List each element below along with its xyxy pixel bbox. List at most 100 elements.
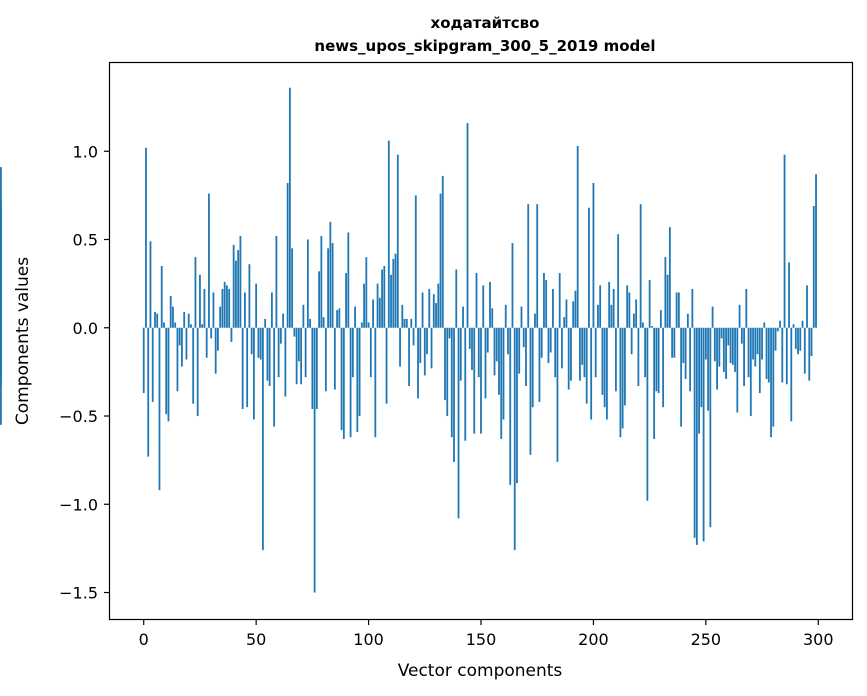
- bar-159: [500, 327, 503, 439]
- x-axis-label: Vector components: [398, 661, 563, 681]
- bar-104: [376, 283, 379, 328]
- bar-167: [518, 327, 521, 374]
- bar-96: [358, 327, 361, 417]
- bar-230: [659, 310, 662, 328]
- bar-undefined: [0, 227, 2, 328]
- bar-77: [315, 327, 318, 409]
- bar-66: [291, 248, 294, 328]
- bar-177: [540, 327, 543, 358]
- bar-8: [160, 265, 163, 328]
- bar-130: [435, 303, 437, 328]
- bar-209: [612, 288, 615, 328]
- bar-87: [338, 308, 341, 328]
- bar-67: [293, 327, 296, 337]
- bar-113: [396, 154, 399, 328]
- bar-131: [437, 283, 440, 328]
- bar-249: [702, 327, 705, 542]
- bar-176: [538, 327, 541, 402]
- bar-103: [374, 327, 377, 438]
- bar-49: [253, 327, 255, 420]
- bar-142: [462, 306, 464, 328]
- bar-11: [167, 327, 170, 422]
- bar-157: [495, 327, 498, 362]
- bar-283: [779, 320, 781, 328]
- bar-153: [486, 327, 489, 353]
- x-tick-label-0: 0: [139, 630, 149, 649]
- bar-71: [302, 304, 305, 328]
- bar-88: [340, 327, 343, 431]
- bar-203: [599, 285, 602, 328]
- bar-175: [536, 204, 539, 328]
- bar-151: [482, 285, 485, 328]
- bar-147: [473, 327, 476, 434]
- bar-278: [767, 327, 770, 383]
- bar-169: [522, 327, 525, 348]
- bar-7: [158, 327, 161, 491]
- bar-84: [331, 243, 334, 328]
- bar-198: [588, 207, 590, 328]
- bar-28: [205, 327, 208, 358]
- bar-3: [149, 241, 152, 328]
- bar-214: [624, 327, 626, 406]
- y-axis-ticks: −1.5 −1.0 −0.5 0.0 0.5 1.0: [59, 142, 110, 603]
- bar-18: [183, 311, 186, 328]
- bar-56: [268, 327, 271, 387]
- y-tick-label-3: 0.0: [73, 319, 98, 338]
- bar-1: [145, 147, 147, 328]
- bar-279: [770, 327, 772, 438]
- bar-187: [563, 317, 566, 328]
- bar-242: [686, 313, 689, 328]
- bar-234: [668, 227, 671, 328]
- bar-31: [212, 292, 215, 328]
- bar-75: [311, 327, 314, 409]
- bar-140: [457, 327, 460, 519]
- bar-192: [574, 290, 577, 328]
- bar-44: [241, 327, 244, 409]
- bar-204: [601, 327, 604, 395]
- bar-34: [219, 306, 222, 328]
- bar-35: [221, 288, 224, 328]
- bar-51: [257, 327, 260, 358]
- bar-282: [776, 327, 779, 332]
- bar-26: [201, 324, 204, 328]
- x-tick-label-100: 100: [353, 630, 384, 649]
- bar-2: [147, 327, 150, 457]
- bar-173: [531, 327, 534, 408]
- bar-222: [641, 322, 644, 328]
- bar-245: [693, 327, 696, 538]
- bar-108: [385, 327, 388, 404]
- bar-120: [412, 327, 415, 346]
- bar-99: [365, 257, 368, 328]
- bar-85: [333, 327, 336, 390]
- bar-93: [351, 327, 354, 378]
- bar-150: [480, 327, 482, 434]
- bar-185: [558, 273, 561, 328]
- bar-272: [754, 327, 757, 367]
- bar-296: [808, 327, 811, 381]
- y-tick-label-4: 0.5: [73, 231, 98, 250]
- bar-158: [498, 327, 500, 395]
- bar-200: [592, 183, 595, 328]
- bar-74: [309, 318, 312, 328]
- bar-260: [727, 327, 730, 346]
- bar-207: [608, 281, 611, 328]
- chart-title: ходатайтсво: [431, 14, 540, 32]
- bar-22: [192, 327, 195, 404]
- bar-156: [493, 327, 496, 376]
- bar-298: [812, 205, 815, 328]
- bars: [0, 87, 817, 593]
- bar-117: [405, 318, 408, 328]
- bar-201: [594, 327, 597, 378]
- bar-109: [387, 140, 390, 328]
- bar-76: [313, 327, 316, 593]
- bar-19: [185, 327, 188, 360]
- bar-259: [725, 327, 727, 379]
- bar-276: [763, 322, 766, 328]
- bar-238: [677, 292, 680, 328]
- bar-25: [199, 274, 201, 328]
- bar-261: [729, 327, 732, 364]
- bar-33: [217, 327, 219, 351]
- bar-247: [698, 327, 701, 434]
- bar-61: [279, 327, 282, 344]
- bar-217: [630, 327, 633, 355]
